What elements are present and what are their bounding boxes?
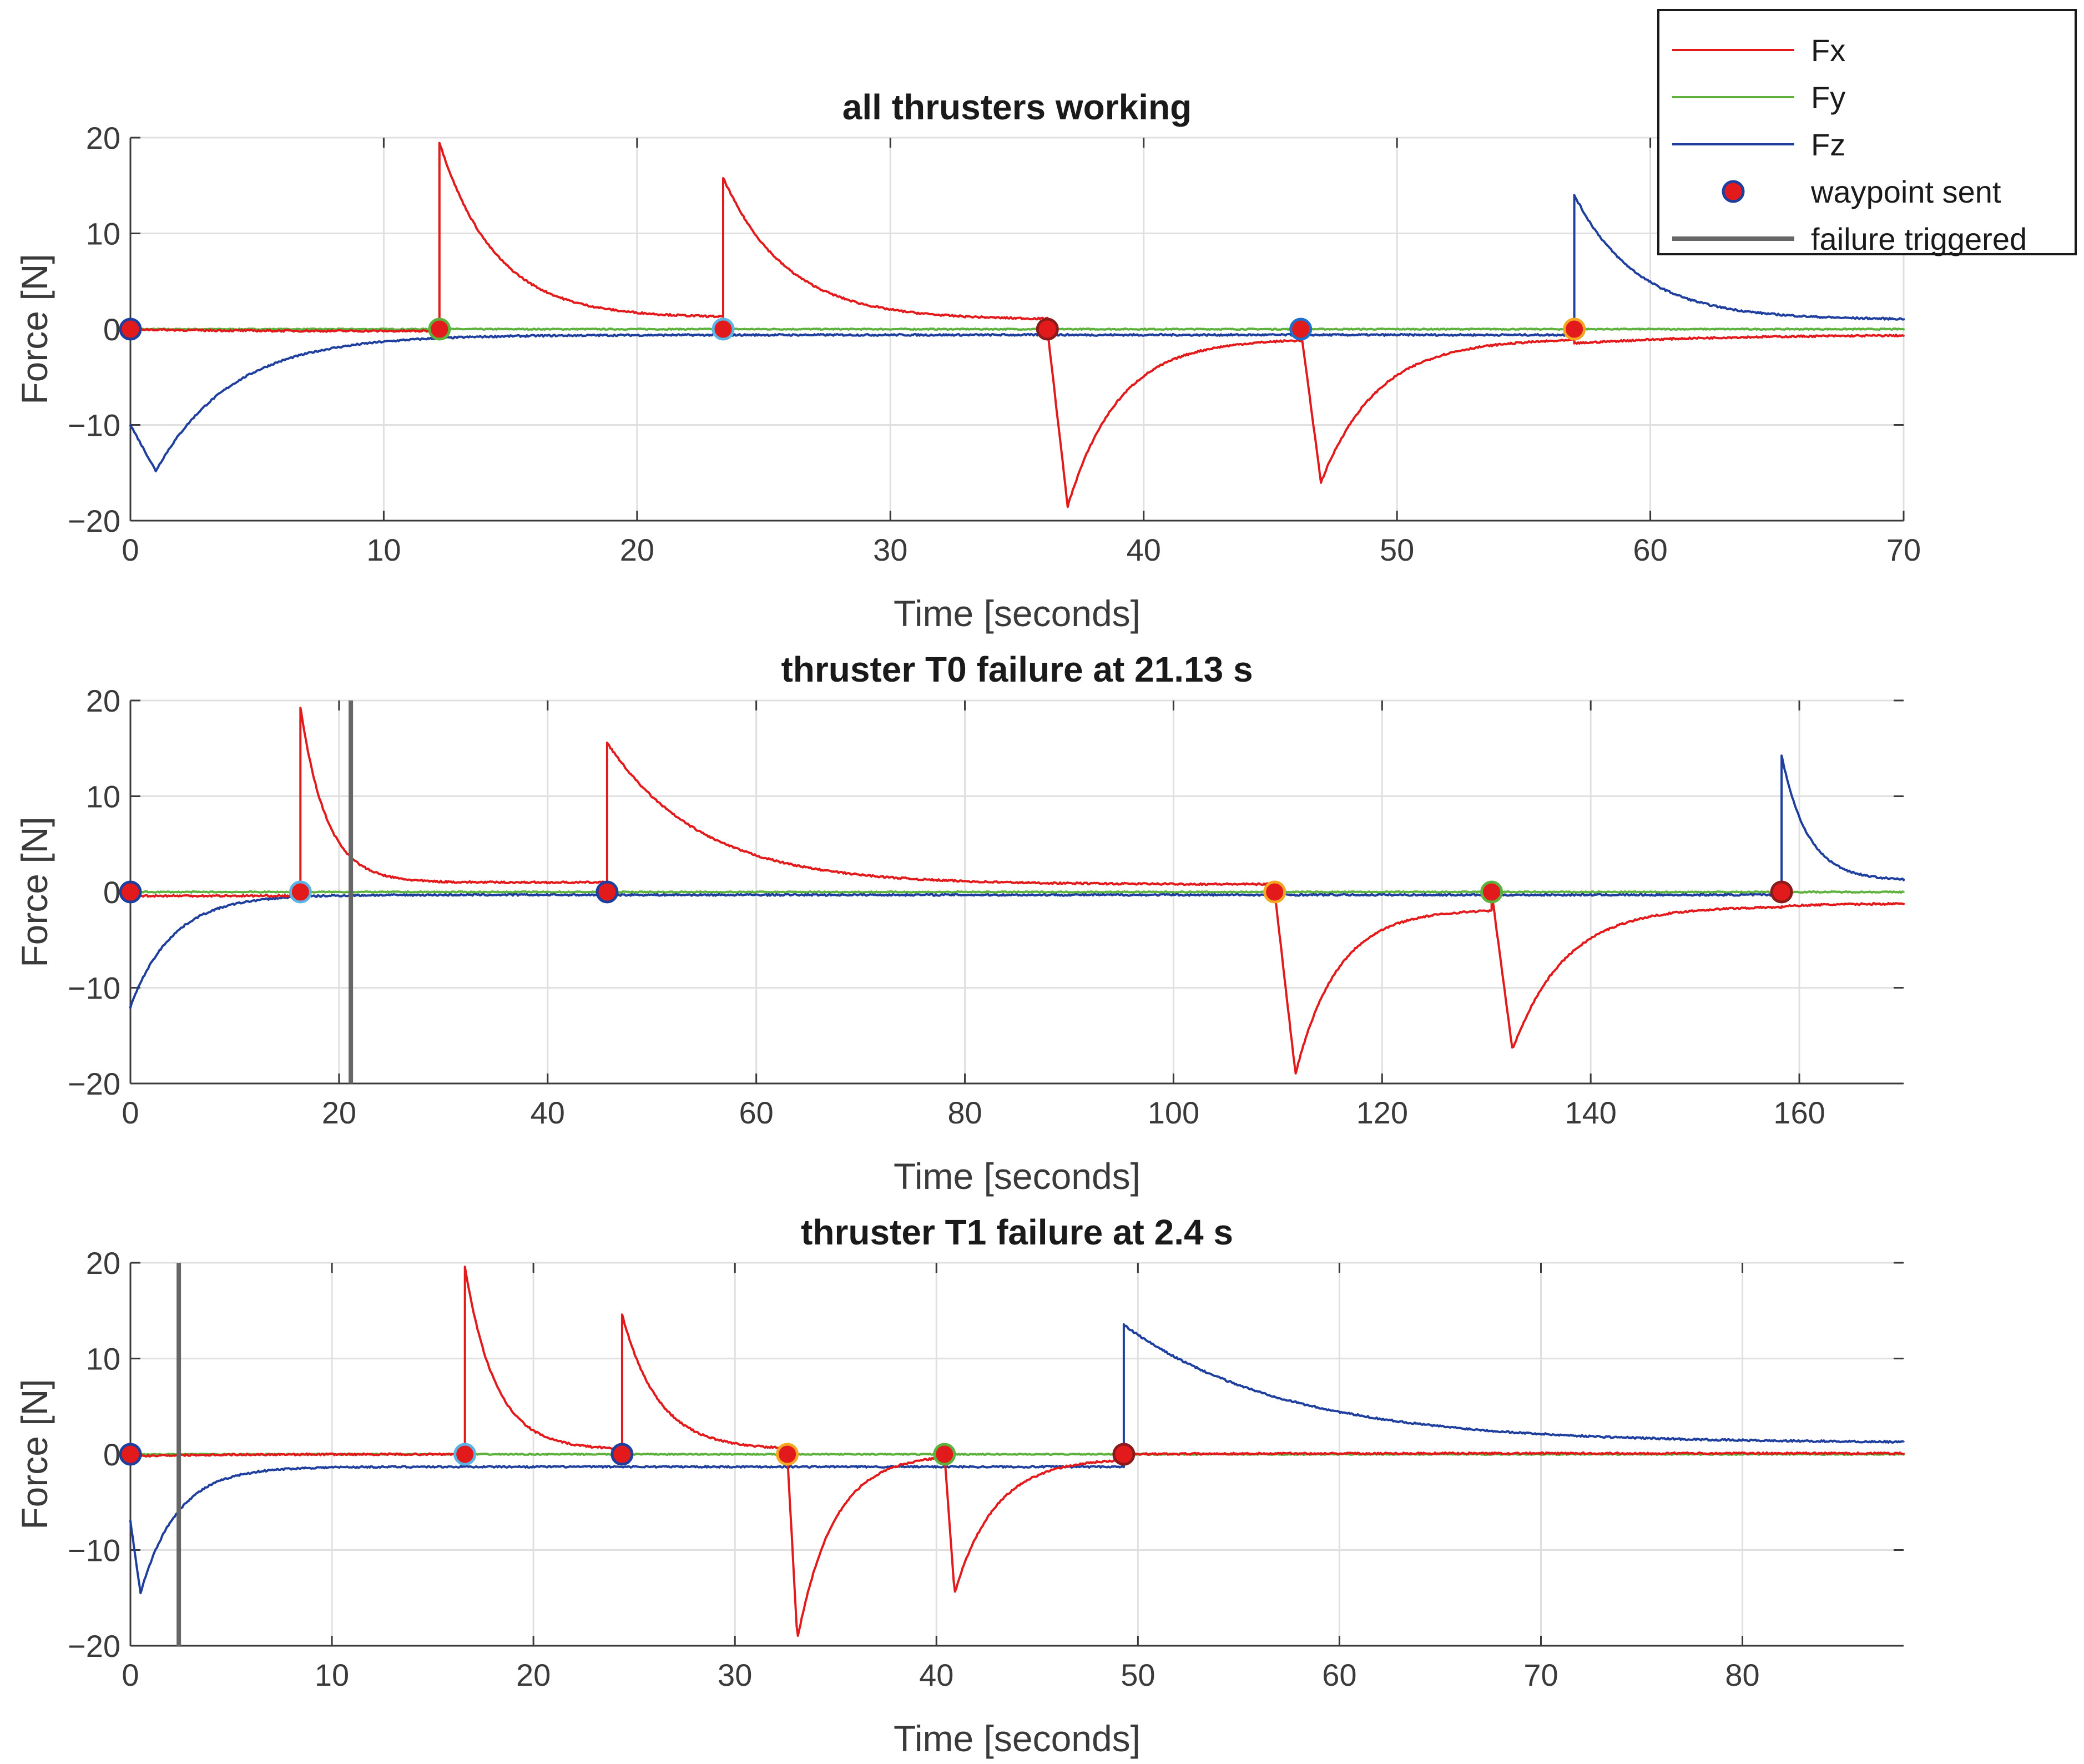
x-tick-label: 70 bbox=[1886, 532, 1921, 567]
series-fy-line bbox=[129, 327, 1905, 331]
y-tick-label: −20 bbox=[68, 1066, 120, 1101]
series-fz-line bbox=[129, 194, 1905, 472]
y-tick-label: −20 bbox=[68, 503, 120, 538]
waypoint-marker bbox=[428, 317, 451, 341]
legend-label: waypoint sent bbox=[1810, 174, 2001, 209]
series-fx-line bbox=[129, 142, 1905, 508]
y-tick-label: −10 bbox=[68, 1533, 120, 1568]
x-tick-label: 50 bbox=[1121, 1657, 1155, 1692]
legend-box bbox=[1657, 9, 2077, 255]
waypoint-marker bbox=[1563, 317, 1586, 341]
y-tick-label: 10 bbox=[86, 1342, 120, 1377]
legend-label: Fy bbox=[1811, 80, 1845, 115]
y-tick-label: 20 bbox=[86, 1246, 120, 1281]
waypoint-marker bbox=[119, 317, 142, 341]
x-tick-label: 60 bbox=[1633, 532, 1667, 567]
x-axis-label: Time [seconds] bbox=[894, 1718, 1141, 1759]
y-tick-label: −10 bbox=[68, 971, 120, 1006]
x-tick-label: 40 bbox=[919, 1657, 953, 1692]
series-fx-line bbox=[129, 707, 1905, 1075]
legend-label: Fx bbox=[1811, 33, 1845, 68]
y-tick-label: −20 bbox=[68, 1629, 120, 1664]
waypoint-marker bbox=[453, 1443, 477, 1466]
x-tick-label: 70 bbox=[1523, 1657, 1558, 1692]
x-tick-label: 60 bbox=[1322, 1657, 1356, 1692]
waypoint-marker bbox=[119, 1443, 142, 1466]
x-tick-label: 20 bbox=[322, 1095, 356, 1130]
chart-title: thruster T1 failure at 2.4 s bbox=[801, 1212, 1233, 1252]
y-axis-label: Force [N] bbox=[14, 254, 55, 404]
chart-title: all thrusters working bbox=[842, 87, 1192, 127]
x-tick-label: 100 bbox=[1148, 1095, 1199, 1130]
waypoint-marker bbox=[1289, 317, 1313, 341]
y-tick-label: 0 bbox=[103, 1437, 120, 1472]
series-fx-line bbox=[129, 1266, 1905, 1637]
y-tick-label: 0 bbox=[103, 875, 120, 910]
x-tick-label: 80 bbox=[947, 1095, 982, 1130]
series-fz-line bbox=[129, 1323, 1905, 1595]
chart-title: thruster T0 failure at 21.13 s bbox=[781, 649, 1253, 689]
x-tick-label: 10 bbox=[366, 532, 401, 567]
x-tick-label: 50 bbox=[1380, 532, 1414, 567]
panel-1: 0 10 20 30 40 50 60 70 −20 −10 0 10 20 all thrusters … bbox=[14, 87, 1921, 634]
waypoint-marker bbox=[1112, 1443, 1136, 1466]
x-tick-label: 140 bbox=[1565, 1095, 1616, 1130]
x-tick-label: 10 bbox=[315, 1657, 349, 1692]
legend-marker-waypoint bbox=[1722, 180, 1745, 203]
y-tick-label: −10 bbox=[68, 408, 120, 443]
x-tick-label: 0 bbox=[122, 1657, 139, 1692]
x-tick-label: 80 bbox=[1725, 1657, 1759, 1692]
waypoint-marker bbox=[933, 1443, 956, 1466]
x-tick-label: 30 bbox=[873, 532, 907, 567]
y-tick-label: 10 bbox=[86, 216, 120, 251]
x-tick-label: 30 bbox=[718, 1657, 752, 1692]
y-tick-label: 20 bbox=[86, 120, 120, 155]
waypoint-marker bbox=[289, 880, 312, 904]
y-tick-label: 10 bbox=[86, 779, 120, 814]
legend-label: failure triggered bbox=[1811, 221, 2027, 256]
y-axis-label: Force [N] bbox=[14, 817, 55, 967]
waypoint-marker bbox=[712, 317, 735, 341]
x-tick-label: 0 bbox=[122, 1095, 139, 1130]
x-tick-label: 20 bbox=[620, 532, 654, 567]
x-axis-label: Time [seconds] bbox=[894, 1156, 1141, 1197]
waypoint-marker bbox=[119, 880, 142, 904]
x-tick-label: 60 bbox=[739, 1095, 773, 1130]
x-tick-label: 160 bbox=[1773, 1095, 1825, 1130]
legend: Fx Fy Fz waypoint sent failure triggered bbox=[1657, 9, 2077, 256]
x-tick-label: 40 bbox=[1127, 532, 1161, 567]
x-tick-label: 0 bbox=[122, 532, 139, 567]
waypoint-marker bbox=[776, 1443, 799, 1466]
waypoint-marker bbox=[596, 880, 619, 904]
waypoint-marker bbox=[1480, 880, 1503, 904]
legend-label: Fz bbox=[1811, 127, 1845, 162]
waypoint-marker bbox=[1770, 880, 1793, 904]
waypoint-marker bbox=[610, 1443, 634, 1466]
waypoint-marker bbox=[1263, 880, 1286, 904]
series-fy-line bbox=[129, 890, 1905, 894]
y-axis-label: Force [N] bbox=[14, 1379, 55, 1529]
x-tick-label: 120 bbox=[1356, 1095, 1408, 1130]
x-tick-label: 20 bbox=[516, 1657, 551, 1692]
x-tick-label: 40 bbox=[531, 1095, 565, 1130]
x-axis-label: Time [seconds] bbox=[894, 593, 1141, 634]
y-tick-label: 20 bbox=[86, 683, 120, 718]
y-tick-label: 0 bbox=[103, 312, 120, 347]
panel-3: 0 10 20 30 40 50 60 70 80 −20 −10 0 10 20 thruster T1 … bbox=[14, 1212, 1905, 1759]
series-fz-line bbox=[129, 754, 1905, 1009]
panel-2: 0 20 40 60 80 100 120 140 160 −20 −10 0 10 20 thruster… bbox=[14, 649, 1905, 1197]
waypoint-marker bbox=[1036, 317, 1059, 341]
